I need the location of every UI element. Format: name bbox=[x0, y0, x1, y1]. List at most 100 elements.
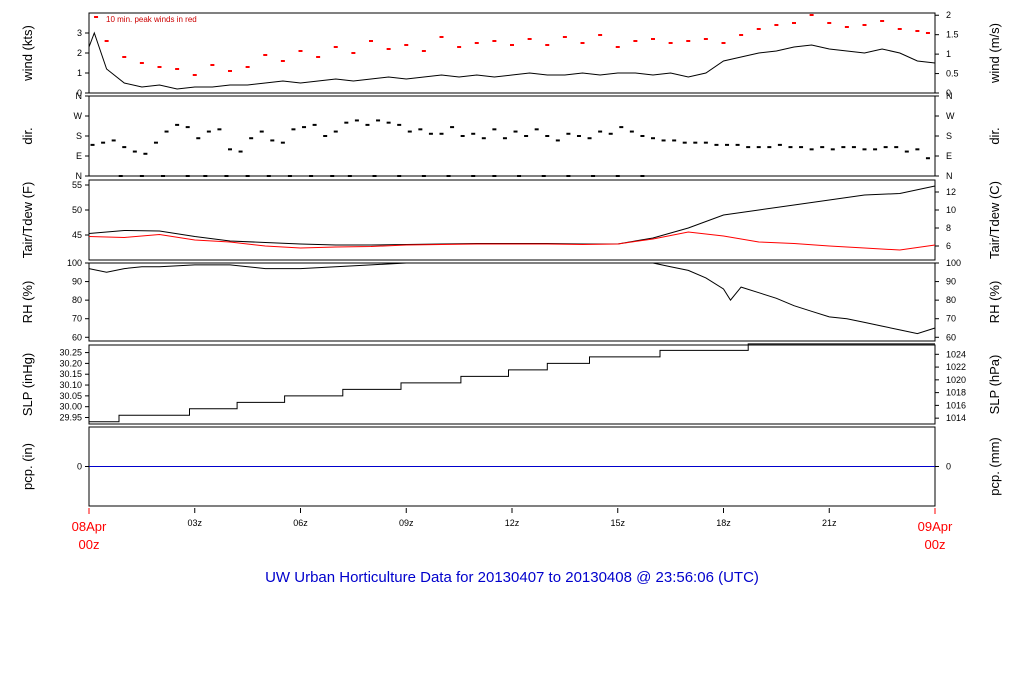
point-dir-s0 bbox=[439, 132, 444, 135]
point-dir-s0 bbox=[111, 139, 116, 142]
point-wind-s1 bbox=[122, 56, 127, 58]
point-dir-s1 bbox=[266, 175, 271, 177]
left-tick-label-wind: 0 bbox=[77, 88, 82, 98]
point-dir-s0 bbox=[587, 137, 592, 140]
point-dir-s0 bbox=[397, 123, 402, 126]
point-dir-s0 bbox=[661, 139, 666, 142]
left-tick-label-temp: 55 bbox=[72, 180, 82, 190]
point-dir-s0 bbox=[418, 128, 423, 131]
ylabel-left-rh: RH (%) bbox=[20, 281, 35, 324]
point-dir-s0 bbox=[450, 126, 455, 129]
point-dir-s0 bbox=[851, 146, 856, 149]
point-wind-s1 bbox=[210, 64, 215, 66]
point-wind-s1 bbox=[94, 16, 99, 18]
left-tick-label-rh: 90 bbox=[72, 277, 82, 287]
point-dir-s0 bbox=[481, 137, 486, 140]
right-tick-label-pcp: 0 bbox=[946, 462, 951, 472]
point-dir-s0 bbox=[598, 130, 603, 133]
ylabel-left-pcp: pcp. (in) bbox=[20, 443, 35, 490]
ylabel-left-wind: wind (kts) bbox=[20, 25, 35, 82]
ylabel-right-slp: SLP (hPa) bbox=[987, 355, 1002, 415]
right-tick-label-wind: 2 bbox=[946, 10, 951, 20]
point-wind-s1 bbox=[844, 26, 849, 28]
left-tick-label-pcp: 0 bbox=[77, 462, 82, 472]
point-dir-s1 bbox=[203, 175, 208, 177]
point-dir-s0 bbox=[862, 148, 867, 151]
point-wind-s1 bbox=[598, 34, 603, 36]
left-tick-label-temp: 50 bbox=[72, 205, 82, 215]
left-tick-label-dir: N bbox=[76, 171, 83, 181]
ylabel-right-pcp: pcp. (mm) bbox=[987, 437, 1002, 496]
right-tick-label-slp: 1024 bbox=[946, 349, 966, 359]
point-dir-s1 bbox=[185, 175, 190, 177]
time-tick-label: 12z bbox=[505, 518, 520, 528]
point-dir-s0 bbox=[524, 135, 529, 137]
left-tick-label-rh: 80 bbox=[72, 295, 82, 305]
time-tick-label: 18z bbox=[716, 518, 731, 528]
point-wind-s1 bbox=[827, 22, 832, 24]
ylabel-left-slp: SLP (inHg) bbox=[20, 353, 35, 416]
point-dir-s0 bbox=[185, 126, 190, 129]
point-wind-s1 bbox=[175, 68, 180, 70]
right-tick-label-dir: N bbox=[946, 91, 953, 101]
point-dir-s0 bbox=[894, 146, 899, 149]
right-tick-label-rh: 100 bbox=[946, 258, 961, 268]
point-dir-s0 bbox=[153, 141, 158, 144]
point-wind-s1 bbox=[862, 24, 867, 26]
left-tick-label-rh: 60 bbox=[72, 332, 82, 342]
series-line-temp-tdew bbox=[88, 231, 936, 251]
point-dir-s0 bbox=[725, 143, 730, 146]
point-dir-s0 bbox=[333, 130, 338, 133]
panel-pcp: 0 0 pcp. (in) pcp. (mm) bbox=[20, 426, 1002, 507]
right-tick-label-rh: 70 bbox=[946, 314, 956, 324]
point-wind-s1 bbox=[545, 44, 550, 46]
point-dir-s1 bbox=[330, 175, 335, 177]
point-wind-s1 bbox=[580, 42, 585, 44]
point-wind-s1 bbox=[351, 52, 356, 54]
left-tick-label-wind: 2 bbox=[77, 48, 82, 58]
point-wind-s1 bbox=[245, 66, 250, 68]
point-wind-s1 bbox=[457, 46, 462, 48]
right-tick-label-rh: 60 bbox=[946, 332, 956, 342]
point-dir-s0 bbox=[576, 135, 581, 137]
point-wind-s1 bbox=[421, 50, 426, 52]
point-wind-s1 bbox=[228, 70, 232, 72]
time-tick-label: 03z bbox=[187, 518, 202, 528]
point-dir-s1 bbox=[139, 175, 144, 177]
series-line-rh-s0 bbox=[88, 262, 936, 335]
point-dir-s0 bbox=[619, 126, 624, 129]
point-dir-s0 bbox=[492, 128, 497, 131]
point-wind-s1 bbox=[369, 40, 373, 42]
time-axis: 03z 06z 09z 12z 15z 18z 21z 08Apr 00z 09Apr 00z bbox=[72, 508, 953, 552]
point-dir-s0 bbox=[555, 139, 560, 142]
right-tick-label-dir: N bbox=[946, 171, 953, 181]
right-tick-label-wind: 1 bbox=[946, 49, 951, 59]
point-wind-s1 bbox=[474, 42, 479, 44]
right-tick-label-temp: 6 bbox=[946, 241, 951, 251]
point-dir-s0 bbox=[196, 137, 201, 140]
point-dir-s0 bbox=[386, 121, 391, 124]
point-dir-s0 bbox=[175, 123, 180, 126]
point-dir-s0 bbox=[545, 135, 550, 137]
point-dir-s0 bbox=[820, 146, 825, 149]
point-dir-s1 bbox=[118, 175, 123, 177]
point-dir-s0 bbox=[735, 143, 740, 146]
point-dir-s0 bbox=[534, 128, 539, 131]
time-label-start-hour: 00z bbox=[79, 537, 100, 552]
point-dir-s1 bbox=[347, 175, 352, 177]
point-dir-s0 bbox=[682, 141, 687, 144]
panel-temp: 45 50 55 6 8 10 12 Tair/Tdew (F) Tair/Tdew (C) bbox=[20, 179, 1002, 261]
point-wind-s1 bbox=[104, 40, 109, 42]
point-dir-s0 bbox=[904, 150, 909, 153]
right-tick-label-slp: 1014 bbox=[946, 413, 966, 423]
point-wind-s1 bbox=[562, 36, 567, 38]
point-dir-s1 bbox=[446, 175, 451, 177]
point-dir-s0 bbox=[513, 130, 518, 133]
right-tick-label-wind: 0 bbox=[946, 88, 951, 98]
point-dir-s0 bbox=[217, 128, 222, 131]
point-dir-s0 bbox=[206, 130, 211, 133]
series-line-temp-tair bbox=[88, 185, 936, 246]
point-wind-s1 bbox=[386, 48, 391, 50]
